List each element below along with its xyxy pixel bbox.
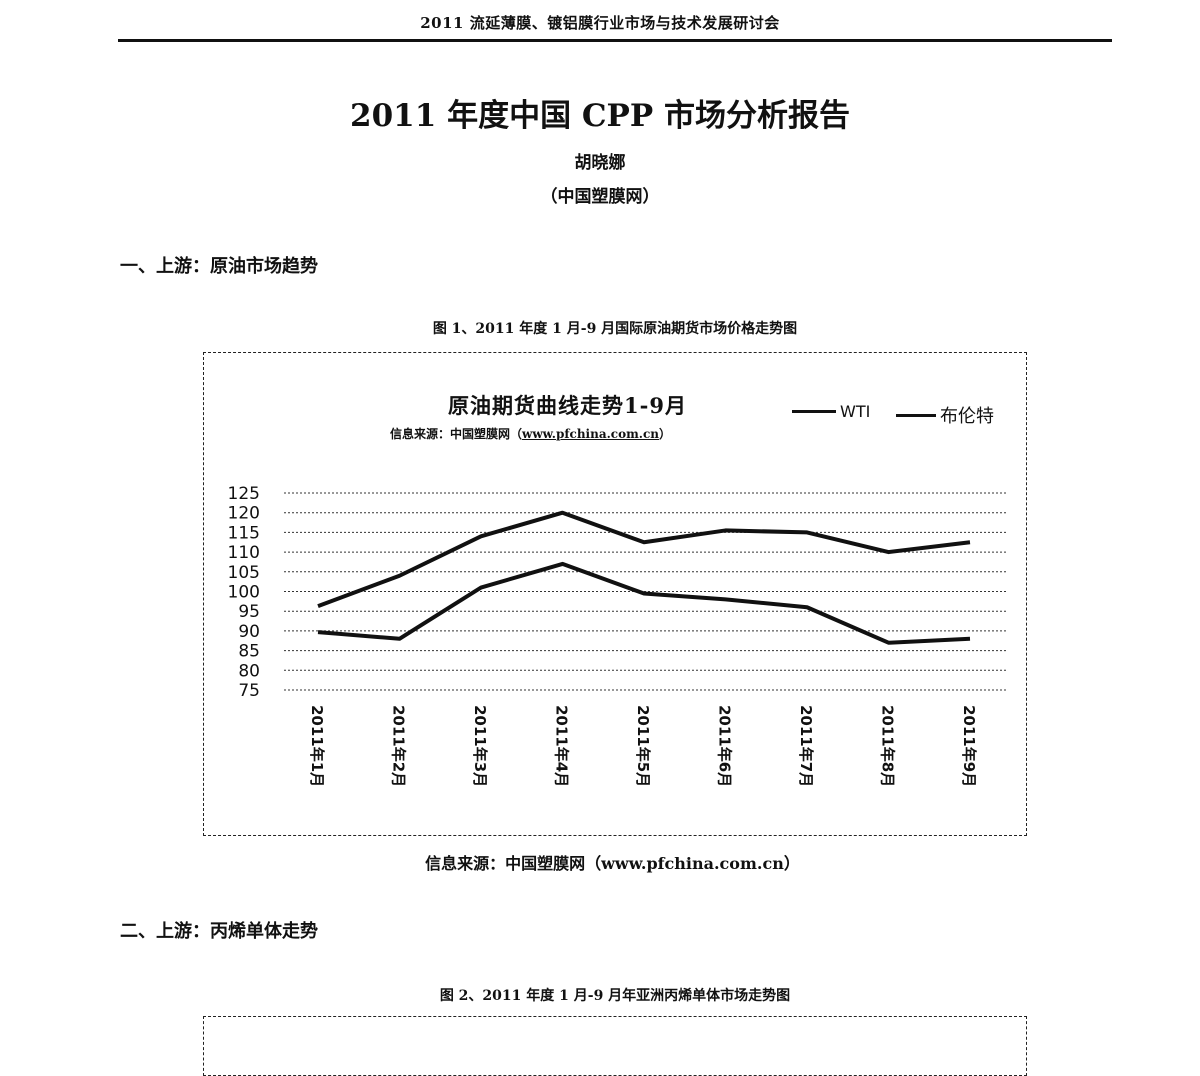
section-heading-propylene: 二、上游：丙烯单体走势 [120, 921, 318, 942]
figure-1-caption: 图 1、2011 年度 1 月-9 月国际原油期货市场价格走势图 [432, 321, 798, 337]
y-tick-label: 125 [228, 484, 260, 504]
x-tick-label: 2011年2月 [390, 705, 408, 787]
chart-title: 原油期货曲线走势1-9月 [448, 393, 687, 418]
series-line-brent [317, 510, 971, 608]
chart-frame [203, 352, 1027, 836]
x-tick-label: 2011年3月 [471, 705, 489, 787]
chart-subtitle-prefix: 信息来源：中国塑膜网（ [390, 427, 523, 441]
y-tick-label: 120 [228, 504, 260, 524]
x-tick-label: 2011年7月 [797, 705, 815, 787]
chart-subtitle-suffix: ） [659, 427, 672, 441]
header-rule [118, 39, 1112, 42]
legend-swatch-brent [896, 413, 936, 417]
figure-1-source: 信息来源：中国塑膜网（www.pfchina.com.cn） [425, 854, 800, 873]
y-tick-label: 85 [238, 642, 260, 662]
figure-2-frame [203, 1016, 1027, 1076]
series-line-wti [317, 561, 971, 645]
legend-item-brent: 布伦特 [896, 402, 994, 428]
y-tick-label: 110 [228, 543, 260, 563]
affiliation: （中国塑膜网） [540, 187, 660, 207]
legend-swatch-wti [792, 410, 836, 413]
y-tick-label: 75 [238, 681, 260, 701]
y-tick-label: 90 [238, 622, 260, 642]
x-tick-label: 2011年5月 [634, 705, 652, 787]
document-title: 2011 年度中国 CPP 市场分析报告 [350, 98, 850, 134]
y-tick-label: 115 [228, 523, 260, 543]
legend-label-brent: 布伦特 [940, 406, 994, 427]
running-header: 2011 流延薄膜、镀铝膜行业市场与技术发展研讨会 [420, 14, 780, 32]
y-tick-label: 105 [228, 563, 260, 583]
x-tick-label: 2011年6月 [716, 705, 734, 787]
figure-2-caption: 图 2、2011 年度 1 月-9 月年亚洲丙烯单体市场走势图 [439, 988, 791, 1004]
y-tick-label: 100 [228, 583, 260, 603]
x-tick-label: 2011年4月 [553, 705, 571, 787]
y-tick-label: 95 [238, 602, 260, 622]
y-tick-label: 80 [238, 661, 260, 681]
x-tick-label: 2011年1月 [308, 705, 326, 787]
author: 胡晓娜 [574, 153, 626, 173]
legend-label-wti: WTI [840, 402, 871, 421]
x-tick-label: 2011年9月 [960, 705, 978, 787]
section-heading-crude-oil: 一、上游：原油市场趋势 [120, 256, 318, 277]
legend-item-wti: WTI [792, 402, 870, 421]
chart-subtitle: 信息来源：中国塑膜网（www.pfchina.com.cn） [390, 425, 671, 442]
chart-subtitle-url: www.pfchina.com.cn [522, 427, 660, 441]
x-tick-label: 2011年8月 [879, 705, 897, 787]
